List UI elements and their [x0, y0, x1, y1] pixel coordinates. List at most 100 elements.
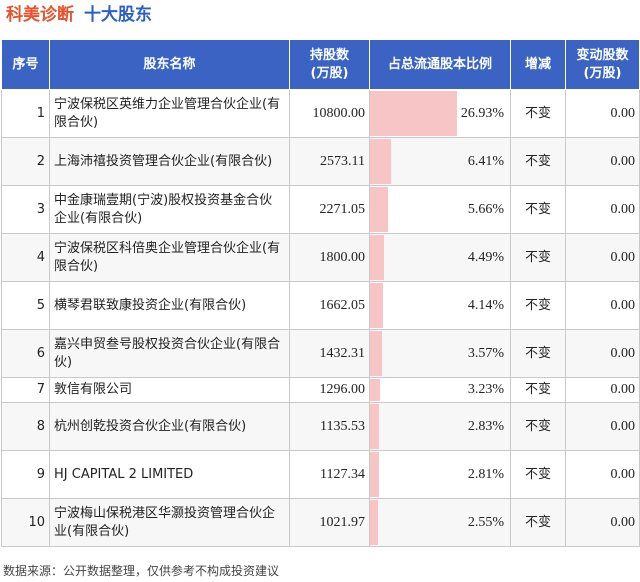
row-index: 6: [1, 329, 50, 378]
table-header-row: 序号 股东名称 持股数 (万股) 占总流通股本比例 增减 变动股数 (万股): [1, 39, 640, 90]
table-row: 6 嘉兴申贸叁号股权投资合伙企业(有限合伙) 1432.31 3.57% 不变 0.00: [1, 329, 640, 378]
shareholder-name: 敦信有限公司: [49, 377, 290, 403]
changed-shares: 0.00: [565, 137, 640, 186]
changed-shares: 0.00: [565, 402, 640, 451]
row-index: 8: [1, 402, 50, 451]
table-row: 5 横琴君联致康投资企业(有限合伙) 1662.05 4.14% 不变 0.00: [1, 281, 640, 330]
col-header-pct: 占总流通股本比例: [369, 39, 511, 90]
change-status: 不变: [510, 498, 566, 547]
change-status: 不变: [510, 329, 566, 378]
change-status: 不变: [510, 450, 566, 499]
shares-held: 2573.11: [289, 137, 370, 186]
row-index: 10: [1, 498, 50, 547]
col-header-delta: 变动股数 (万股): [565, 39, 640, 90]
share-ratio-cell: 3.23%: [369, 377, 511, 403]
col-header-change: 增减: [510, 39, 566, 90]
company-name: 科美诊断: [6, 5, 74, 25]
share-ratio-cell: 26.93%: [369, 89, 511, 138]
shares-held: 1432.31: [289, 329, 370, 378]
row-index: 2: [1, 137, 50, 186]
change-status: 不变: [510, 281, 566, 330]
share-ratio-label: 6.41%: [467, 153, 504, 169]
shares-held: 1662.05: [289, 281, 370, 330]
table-row: 8 杭州创乾投资合伙企业(有限合伙) 1135.53 2.83% 不变 0.00: [1, 402, 640, 451]
page-title: 科美诊断 十大股东: [6, 2, 152, 28]
changed-shares: 0.00: [565, 377, 640, 403]
share-ratio-bar: [370, 235, 385, 280]
share-ratio-bar: [370, 404, 380, 449]
changed-shares: 0.00: [565, 498, 640, 547]
share-ratio-label: 3.23%: [467, 382, 504, 397]
share-ratio-label: 4.49%: [467, 249, 504, 265]
share-ratio-bar: [370, 91, 457, 136]
share-ratio-bar: [370, 379, 381, 401]
shares-held: 2271.05: [289, 185, 370, 234]
share-ratio-bar: [370, 452, 380, 497]
shareholder-name: 横琴君联致康投资企业(有限合伙): [49, 281, 290, 330]
shareholder-name: 嘉兴申贸叁号股权投资合伙企业(有限合伙): [49, 329, 290, 378]
share-ratio-bar: [370, 283, 384, 328]
share-ratio-label: 5.66%: [467, 201, 504, 217]
share-ratio-cell: 4.14%: [369, 281, 511, 330]
share-ratio-bar: [370, 139, 391, 184]
shareholder-name: 上海沛禧投资管理合伙企业(有限合伙): [49, 137, 290, 186]
shareholder-name: 杭州创乾投资合伙企业(有限合伙): [49, 402, 290, 451]
col-header-shares: 持股数 (万股): [289, 39, 370, 90]
changed-shares: 0.00: [565, 233, 640, 282]
data-source-note: 数据来源：公开数据整理，仅供参考不构成投资建议: [3, 564, 280, 578]
shares-held: 10800.00: [289, 89, 370, 138]
share-ratio-cell: 5.66%: [369, 185, 511, 234]
share-ratio-cell: 4.49%: [369, 233, 511, 282]
changed-shares: 0.00: [565, 329, 640, 378]
row-index: 5: [1, 281, 50, 330]
table-row: 7 敦信有限公司 1296.00 3.23% 不变 0.00: [1, 377, 640, 403]
table-subject: 十大股东: [84, 5, 152, 25]
shareholder-table: 序号 股东名称 持股数 (万股) 占总流通股本比例 增减 变动股数 (万股) 1…: [1, 39, 640, 547]
change-status: 不变: [510, 185, 566, 234]
share-ratio-label: 26.93%: [460, 105, 504, 121]
changed-shares: 0.00: [565, 89, 640, 138]
share-ratio-cell: 2.81%: [369, 450, 511, 499]
row-index: 4: [1, 233, 50, 282]
share-ratio-bar: [370, 187, 389, 232]
changed-shares: 0.00: [565, 185, 640, 234]
shares-held: 1127.34: [289, 450, 370, 499]
share-ratio-cell: 2.83%: [369, 402, 511, 451]
shares-held: 1800.00: [289, 233, 370, 282]
shareholder-name: 宁波保税区科倍奥企业管理合伙企业(有限合伙): [49, 233, 290, 282]
change-status: 不变: [510, 89, 566, 138]
changed-shares: 0.00: [565, 281, 640, 330]
table-row: 9 HJ CAPITAL 2 LIMITED 1127.34 2.81% 不变 0.00: [1, 450, 640, 499]
change-status: 不变: [510, 402, 566, 451]
share-ratio-cell: 6.41%: [369, 137, 511, 186]
shares-held: 1296.00: [289, 377, 370, 403]
table-row: 3 中金康瑞壹期(宁波)股权投资基金合伙企业(有限合伙) 2271.05 5.66% 不…: [1, 185, 640, 234]
share-ratio-bar: [370, 331, 382, 376]
share-ratio-label: 2.55%: [467, 514, 504, 530]
share-ratio-label: 2.83%: [467, 418, 504, 434]
change-status: 不变: [510, 233, 566, 282]
change-status: 不变: [510, 377, 566, 403]
share-ratio-label: 2.81%: [467, 466, 504, 482]
share-ratio-cell: 2.55%: [369, 498, 511, 547]
table-row: 10 宁波梅山保税港区华灏投资管理合伙企业(有限合伙) 1021.97 2.55% 不变…: [1, 498, 640, 547]
share-ratio-bar: [370, 500, 379, 545]
shares-held: 1021.97: [289, 498, 370, 547]
table-row: 1 宁波保税区英维力企业管理合伙企业(有限合伙) 10800.00 26.93% 不变 0…: [1, 89, 640, 138]
table-row: 2 上海沛禧投资管理合伙企业(有限合伙) 2573.11 6.41% 不变 0.00: [1, 137, 640, 186]
shareholder-name: 宁波梅山保税港区华灏投资管理合伙企业(有限合伙): [49, 498, 290, 547]
share-ratio-label: 3.57%: [467, 345, 504, 361]
row-index: 7: [1, 377, 50, 403]
shareholder-name: HJ CAPITAL 2 LIMITED: [49, 450, 290, 499]
change-status: 不变: [510, 137, 566, 186]
row-index: 9: [1, 450, 50, 499]
col-header-index: 序号: [1, 39, 50, 90]
shareholder-name: 中金康瑞壹期(宁波)股权投资基金合伙企业(有限合伙): [49, 185, 290, 234]
changed-shares: 0.00: [565, 450, 640, 499]
table-row: 4 宁波保税区科倍奥企业管理合伙企业(有限合伙) 1800.00 4.49% 不变 0.0…: [1, 233, 640, 282]
share-ratio-label: 4.14%: [467, 297, 504, 313]
share-ratio-cell: 3.57%: [369, 329, 511, 378]
row-index: 1: [1, 89, 50, 138]
shares-held: 1135.53: [289, 402, 370, 451]
shareholder-name: 宁波保税区英维力企业管理合伙企业(有限合伙): [49, 89, 290, 138]
